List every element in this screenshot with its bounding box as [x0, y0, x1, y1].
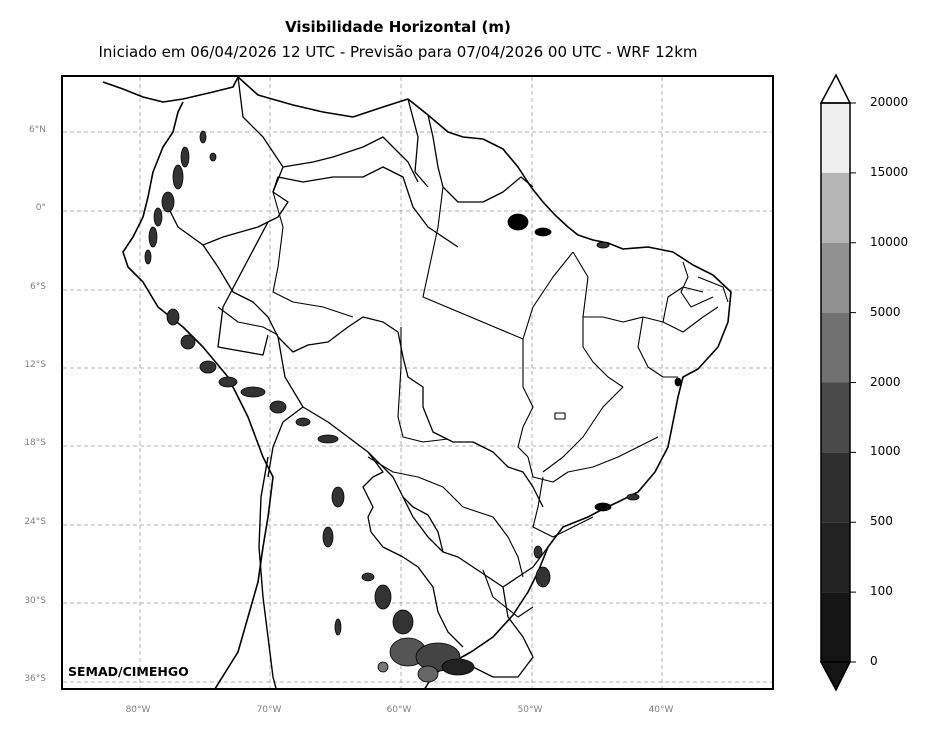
colorbar-tick-label: 20000: [870, 95, 909, 109]
colorbar-tick-label: 100: [870, 584, 893, 599]
lon-label-50w: 50°W: [517, 705, 543, 715]
lat-label-36s: 36°S: [24, 674, 46, 684]
colorbar: [819, 73, 856, 692]
colorbar-tick-label: 2000: [870, 374, 901, 389]
colorbar-extend-top: [819, 73, 852, 104]
map-gridlines: [63, 77, 772, 688]
lat-label-6n: 6°N: [29, 125, 46, 135]
lat-label-12s: 12°S: [24, 360, 46, 370]
lon-label-40w: 40°W: [648, 705, 674, 715]
colorbar-tick-label: 5000: [870, 304, 901, 319]
colorbar-tick-label: 500: [870, 514, 893, 529]
colorbar-fills: [821, 103, 850, 662]
colorbar-extend-bottom: [819, 661, 852, 692]
map-panel: [61, 75, 774, 690]
lat-label-6s: 6°S: [30, 282, 46, 292]
state-borders: [217, 186, 729, 618]
colorbar-band: [821, 592, 850, 662]
coastline-chile-south: [258, 456, 277, 688]
country-borders: [167, 77, 549, 678]
chart-subtitle: Iniciado em 06/04/2026 12 UTC - Previsão…: [98, 43, 698, 61]
colorbar-band: [821, 172, 850, 243]
map-svg: [63, 77, 772, 688]
visibility-contours: [144, 130, 682, 683]
colorbar-tick-label: 0: [870, 654, 878, 668]
lat-label-18s: 18°S: [24, 438, 46, 448]
colorbar-band: [821, 452, 850, 523]
chart-title: Visibilidade Horizontal (m): [285, 18, 511, 36]
lat-label-24s: 24°S: [24, 517, 46, 527]
colorbar-tick-label: 15000: [870, 164, 909, 179]
colorbar-tick-label: 1000: [870, 444, 901, 459]
colorbar-tick-label: 10000: [870, 234, 909, 249]
credit-label: SEMAD/CIMEHGO: [68, 664, 189, 679]
colorbar-band: [821, 312, 850, 383]
colorbar-band: [821, 242, 850, 313]
colorbar-ticks: [850, 102, 856, 663]
lon-label-70w: 70°W: [256, 705, 282, 715]
colorbar-band: [821, 103, 850, 173]
lon-label-60w: 60°W: [386, 705, 412, 715]
colorbar-band: [821, 522, 850, 593]
lat-label-30s: 30°S: [24, 596, 46, 606]
lat-label-0: 0°: [35, 203, 46, 213]
lon-label-80w: 80°W: [125, 705, 151, 715]
colorbar-band: [821, 382, 850, 453]
